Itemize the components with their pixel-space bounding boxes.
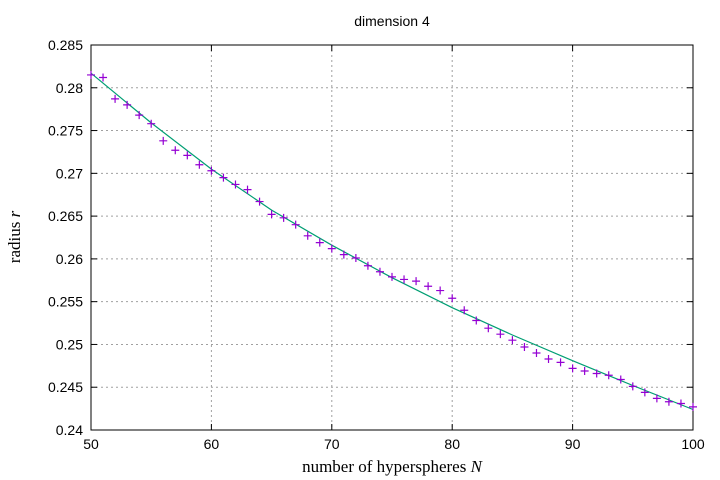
- x-tick-label: 50: [83, 436, 99, 452]
- x-tick-label: 100: [681, 436, 705, 452]
- fit-series: [90, 72, 694, 411]
- data-point: [604, 371, 613, 380]
- data-point: [267, 210, 276, 219]
- y-tick-label: 0.24: [56, 422, 83, 438]
- data-point: [207, 166, 216, 175]
- x-tick-label: 80: [444, 436, 460, 452]
- x-axis-label: number of hyperspheres N: [302, 457, 484, 476]
- data-point: [472, 316, 481, 325]
- data-point: [99, 73, 108, 82]
- data-point: [231, 180, 240, 189]
- data-point: [195, 160, 204, 169]
- data-point: [544, 354, 553, 363]
- x-axis-label-variable: N: [470, 457, 484, 476]
- data-point: [159, 136, 168, 145]
- data-point: [484, 324, 493, 333]
- data-point: [87, 70, 95, 79]
- data-point: [147, 119, 156, 128]
- data-point: [135, 111, 144, 120]
- data-point: [556, 358, 565, 367]
- data-point: [363, 261, 372, 270]
- y-axis-label-text: radius: [5, 217, 24, 263]
- data-point: [315, 238, 324, 247]
- y-tick-label: 0.255: [48, 294, 83, 310]
- data-point: [676, 399, 685, 408]
- data-point: [219, 173, 228, 182]
- data-point: [123, 100, 132, 109]
- data-point: [171, 146, 180, 155]
- data-point: [339, 250, 348, 259]
- x-axis-label-text: number of hyperspheres: [302, 457, 471, 476]
- fit-line: [90, 72, 694, 411]
- data-point: [255, 197, 264, 206]
- data-point: [520, 343, 529, 352]
- y-tick-label: 0.245: [48, 379, 83, 395]
- data-point: [568, 364, 577, 373]
- data-point: [351, 254, 360, 263]
- data-point: [689, 402, 697, 411]
- chart-title: dimension 4: [354, 13, 430, 29]
- data-point: [460, 306, 469, 315]
- data-point: [424, 282, 433, 291]
- x-tick-label: 70: [324, 436, 340, 452]
- y-tick-label: 0.265: [48, 208, 83, 224]
- data-point: [496, 330, 505, 339]
- y-axis-label-variable: r: [5, 210, 24, 217]
- data-point: [243, 185, 252, 194]
- data-point: [375, 267, 384, 276]
- grid-lines: [91, 45, 693, 430]
- y-tick-label: 0.275: [48, 123, 83, 139]
- data-point: [580, 366, 589, 375]
- y-tick-labels: 0.24 0.245 0.25 0.255 0.26 0.265 0.27 0.275 0.28…: [48, 37, 83, 438]
- data-point: [279, 213, 288, 222]
- data-point: [183, 151, 192, 160]
- data-point: [303, 231, 312, 240]
- data-point: [327, 244, 336, 253]
- data-point: [628, 382, 637, 391]
- y-tick-label: 0.27: [56, 165, 83, 181]
- y-tick-label: 0.28: [56, 80, 83, 96]
- y-tick-label: 0.26: [56, 251, 83, 267]
- data-point: [111, 94, 120, 103]
- data-point: [436, 286, 445, 295]
- x-tick-label: 90: [565, 436, 581, 452]
- data-point: [412, 277, 421, 286]
- data-point: [616, 375, 625, 384]
- data-point: [664, 397, 673, 406]
- data-point: [400, 275, 409, 284]
- data-point: [291, 220, 300, 229]
- data-series: [87, 70, 697, 411]
- axis-ticks: [90, 44, 694, 431]
- data-point: [532, 349, 541, 357]
- y-tick-label: 0.285: [48, 37, 83, 53]
- x-tick-label: 60: [204, 436, 220, 452]
- x-tick-labels: 50 60 70 80 90 100: [83, 436, 705, 452]
- data-point: [508, 336, 517, 345]
- data-point: [652, 394, 661, 403]
- data-point: [592, 369, 601, 378]
- data-point: [640, 388, 649, 397]
- y-axis-label: radius r: [5, 210, 24, 263]
- data-point: [388, 272, 396, 281]
- y-tick-label: 0.25: [56, 336, 83, 352]
- plot-frame: [90, 44, 694, 431]
- data-point: [448, 294, 457, 303]
